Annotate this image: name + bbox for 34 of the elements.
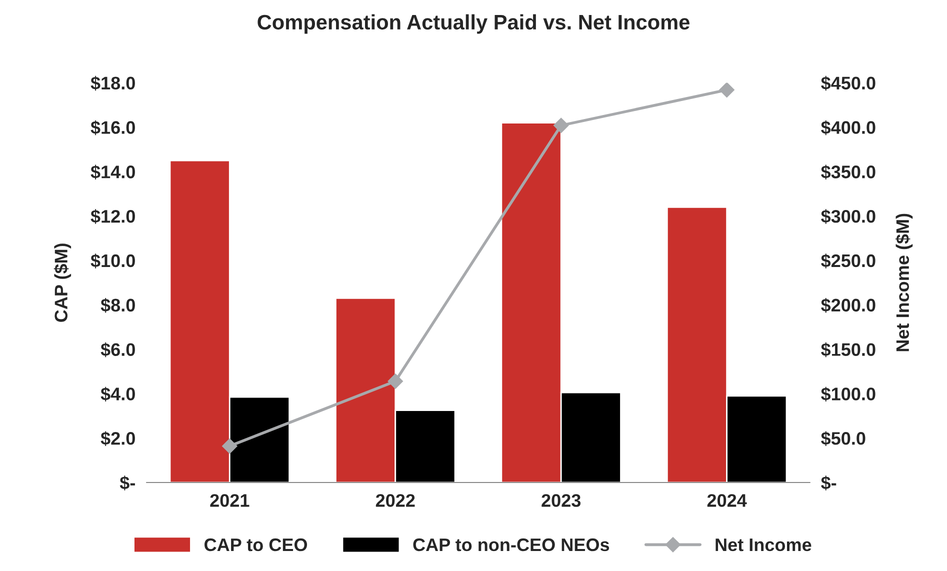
y2-tick-label: $350.0 (821, 164, 876, 180)
y2-tick-label: $400.0 (821, 120, 876, 136)
legend-label: Net Income (716, 538, 812, 552)
y2-tick-label: $200.0 (821, 298, 876, 313)
y-tick-label: $18.0 (90, 76, 135, 91)
y2-axis-title: Net Income ($M) (895, 214, 913, 352)
y-tick-label: $14.0 (90, 164, 135, 180)
x-tick-label: 2023 (542, 494, 581, 507)
y2-tick-label: $250.0 (821, 254, 876, 268)
point (719, 82, 734, 98)
point (222, 438, 238, 454)
y2-tick-label: $- (821, 476, 836, 490)
legend-label: CAP to CEO (204, 538, 308, 552)
y-tick-label: $- (120, 476, 135, 490)
x-tick-label: 2022 (376, 494, 415, 507)
y-tick-label: $10.0 (90, 254, 135, 268)
y2-tick-label: $450.0 (821, 76, 876, 91)
y-tick-label: $16.0 (90, 120, 135, 136)
y-tick-label: $2.0 (100, 431, 135, 446)
point (554, 118, 569, 133)
chart-title: Compensation Actually Paid vs. Net Income (258, 14, 690, 34)
y2-tick-label: $50.0 (821, 431, 866, 446)
y2-tick-label: $100.0 (821, 386, 876, 402)
y-tick-label: $6.0 (100, 342, 135, 358)
y2-tick-label: $300.0 (821, 209, 876, 224)
point (388, 374, 403, 389)
y2-tick-label: $150.0 (821, 342, 876, 358)
legend-label: CAP to non-CEO NEOs (413, 538, 610, 552)
y-tick-label: $12.0 (90, 209, 135, 224)
x-tick-label: 2024 (707, 494, 747, 507)
y-tick-label: $8.0 (100, 298, 135, 313)
y-tick-label: $4.0 (100, 386, 135, 402)
x-tick-label: 2021 (210, 494, 250, 507)
y-axis-title: CAP ($M) (54, 244, 72, 322)
